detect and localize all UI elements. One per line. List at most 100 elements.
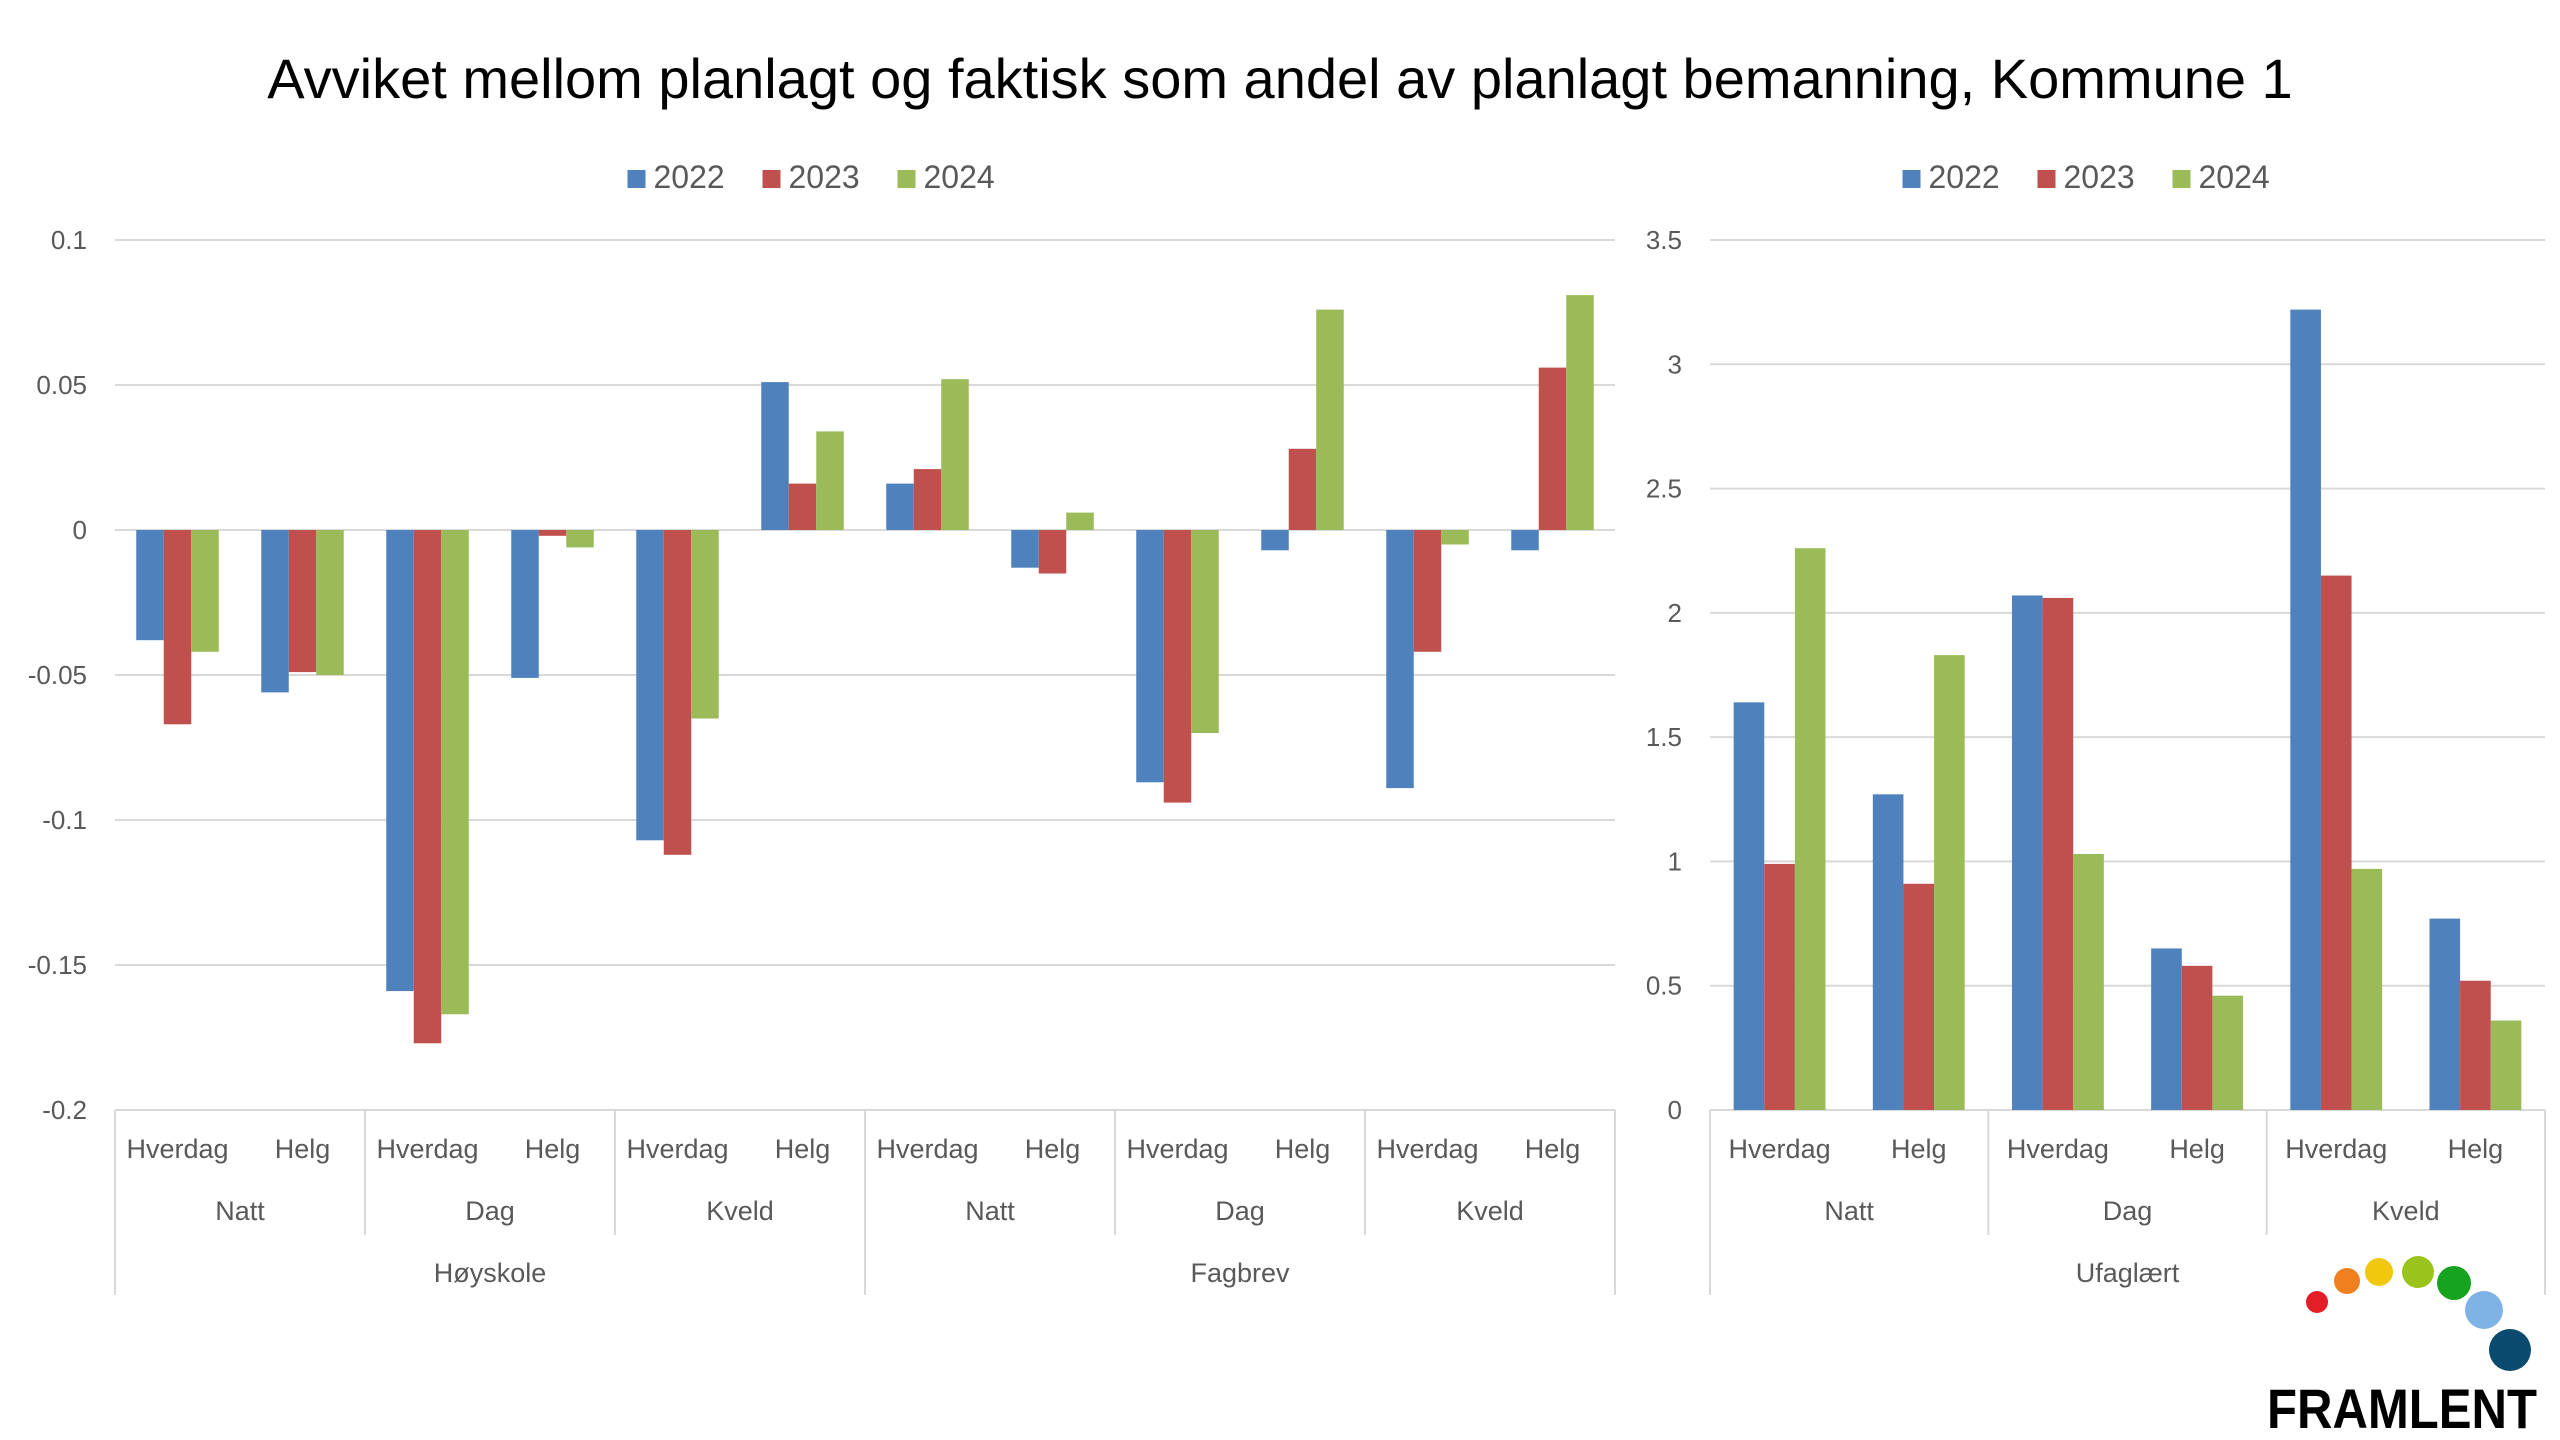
bar-2023 [1413,530,1442,652]
category-label: Hverdag [376,1134,478,1164]
bar-2022 [2429,918,2461,1110]
category-label: Helg [2448,1134,2504,1164]
legend-label-2024: 2024 [924,159,995,195]
group-label: Dag [465,1196,515,1226]
bar-2023 [2042,597,2074,1110]
legend-swatch-2022 [627,170,646,188]
bar-2024 [1441,530,1469,545]
framlent-logo: FRAMLENT [2267,1256,2537,1440]
legend-swatch-2024 [2172,170,2191,188]
legend-swatch-2022 [1902,170,1921,188]
bar-2023 [2181,965,2213,1110]
legend: 2022 2023 2024 [1902,159,2270,195]
legend-label-2022: 2022 [1929,159,2000,195]
category-label: Hverdag [2007,1134,2109,1164]
y-tick-label: -0.1 [42,805,87,835]
logo-dot [2402,1256,2434,1288]
category-label: Hverdag [1126,1134,1228,1164]
bar-2024 [2351,868,2383,1110]
bar-2022 [761,382,789,530]
bar-2022 [386,530,414,992]
group-label: Kveld [1456,1196,1524,1226]
legend-label-2022: 2022 [654,159,725,195]
bar-2022 [1011,530,1039,568]
bar-2022 [1261,530,1289,551]
right-bar-chart: 3.5 3 2.5 2 1.5 1 0.5 0 Hverdag Helg Hverdag Helg Hv… [1646,159,2546,1295]
bar-2022 [1136,530,1164,783]
y-tick-label: -0.15 [28,950,87,980]
y-tick-label: 3.5 [1646,225,1682,255]
y-tick-label: 0 [1668,1095,1682,1125]
bar-2024 [941,379,969,530]
bar-2022 [636,530,664,841]
bar-2022 [1733,702,1765,1110]
group-label: Natt [215,1196,265,1226]
y-tick-label: -0.05 [28,660,87,690]
chart-title: Avviket mellom planlagt og faktisk som a… [267,47,2292,110]
group-label: Kveld [2372,1196,2440,1226]
bar-2022 [2011,595,2043,1110]
bar-2024 [191,530,219,652]
bar-2023 [1288,448,1317,530]
group-label: Kveld [706,1196,774,1226]
y-tick-label: 3 [1668,349,1682,379]
category-label: Hverdag [1376,1134,1478,1164]
category-label: Hverdag [876,1134,978,1164]
bar-2024 [1934,655,1965,1110]
group-label: Dag [2103,1196,2153,1226]
y-tick-label: 0.1 [51,225,87,255]
y-tick-label: 0.05 [36,370,87,400]
bar-2024 [1566,295,1594,530]
logo-dot [2437,1266,2471,1300]
bar-2023 [2320,575,2352,1110]
supergroup-label: Fagbrev [1190,1258,1290,1288]
bar-2023 [1538,367,1567,530]
bar-2023 [1764,863,1795,1110]
bar-2024 [2073,853,2104,1110]
left-bar-chart: 0.1 0.05 0 -0.05 -0.1 -0.15 -0.2 Hverdag Helg Hve… [28,159,1616,1295]
bar-2022 [2290,309,2321,1111]
bar-2022 [1872,794,1904,1110]
bar-2022 [511,530,539,678]
y-tick-label: 0 [73,515,87,545]
bar-2023 [1163,530,1192,803]
category-label: Hverdag [1729,1134,1831,1164]
legend-label-2023: 2023 [2064,159,2135,195]
legend-label-2024: 2024 [2199,159,2270,195]
logo-dot [2365,1258,2393,1286]
bar-2024 [1794,548,1826,1110]
y-tick-label: 0.5 [1646,971,1682,1001]
logo-dot [2306,1291,2328,1313]
bar-2023 [788,483,817,530]
y-tick-label: 1.5 [1646,722,1682,752]
logo-dot [2465,1291,2503,1329]
category-label: Hverdag [126,1134,228,1164]
group-label: Natt [965,1196,1015,1226]
bar-2023 [163,530,192,725]
category-label: Helg [275,1134,331,1164]
bar-2022 [2151,948,2182,1110]
y-tick-label: -0.2 [42,1095,87,1125]
bar-2022 [1386,530,1414,789]
legend-label-2023: 2023 [789,159,860,195]
logo-wordmark: FRAMLENT [2267,1377,2537,1440]
category-label: Helg [2169,1134,2225,1164]
bar-2022 [136,530,164,641]
logo-dot [2334,1268,2360,1294]
bar-2024 [1066,512,1094,530]
bar-2022 [1511,530,1539,551]
bar-2023 [1903,883,1935,1110]
category-label: Hverdag [2285,1134,2387,1164]
category-label: Helg [1275,1134,1331,1164]
category-label: Hverdag [626,1134,728,1164]
supergroup-label: Ufaglært [2076,1258,2180,1288]
category-label: Helg [525,1134,581,1164]
group-label: Dag [1215,1196,1265,1226]
y-tick-label: 2.5 [1646,474,1682,504]
bar-2023 [1038,530,1067,574]
legend: 2022 2023 2024 [627,159,995,195]
category-label: Helg [775,1134,831,1164]
bar-2024 [316,530,344,675]
bar-2024 [441,530,469,1015]
